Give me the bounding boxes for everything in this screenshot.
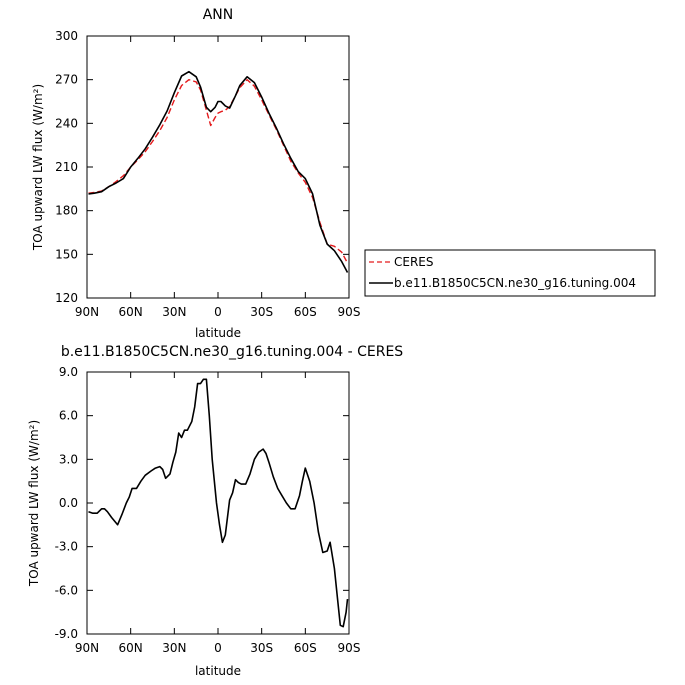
- series-top: [88, 70, 349, 273]
- y-ticks-bottom: -9.0 -6.0 -3.0 0.0 3.0 6.0 9.0: [55, 365, 349, 641]
- series-bottom: [88, 378, 349, 628]
- plot-frame-top: [86, 35, 350, 299]
- x-tick-label: 60S: [294, 641, 317, 655]
- series-line-difference: [88, 378, 349, 628]
- y-tick-label: -3.0: [55, 540, 78, 554]
- x-tick-label: 30S: [250, 641, 273, 655]
- y-tick-label: -9.0: [55, 627, 78, 641]
- x-tick-label: 90S: [338, 641, 361, 655]
- y-tick-label: 3.0: [59, 452, 78, 466]
- x-tick-label: 90N: [75, 305, 99, 319]
- x-tick-label: 90N: [75, 641, 99, 655]
- y-tick-label: 210: [55, 160, 78, 174]
- y-tick-label: 240: [55, 116, 78, 130]
- x-tick-label: 60N: [119, 305, 143, 319]
- x-tick-label: 30N: [162, 641, 186, 655]
- x-tick-label: 0: [214, 641, 222, 655]
- y-tick-label: 270: [55, 73, 78, 87]
- x-tick-label: 0: [214, 305, 222, 319]
- chart-title-top: ANN: [203, 7, 234, 23]
- chart-difference: b.e11.B1850C5CN.ne30_g16.tuning.004 - CE…: [27, 344, 403, 678]
- y-axis-label-top: TOA upward LW flux (W/m²): [31, 84, 45, 251]
- x-ticks-top: 90N 60N 30N 0 30S 60S 90S: [75, 36, 361, 319]
- x-tick-label: 30S: [250, 305, 273, 319]
- y-axis-label-bottom: TOA upward LW flux (W/m²): [27, 420, 41, 587]
- series-line-model: [88, 70, 349, 273]
- x-tick-label: 90S: [338, 305, 361, 319]
- x-axis-label-top: latitude: [195, 326, 241, 340]
- legend: CERES b.e11.B1850C5CN.ne30_g16.tuning.00…: [364, 249, 656, 297]
- chart-zonal-mean: ANN 120 150 180 210 240 270 300 90N 60N 30N 0 30S 6…: [31, 7, 656, 340]
- y-tick-label: 300: [55, 29, 78, 43]
- y-tick-label: 120: [55, 291, 78, 305]
- x-tick-label: 60S: [294, 305, 317, 319]
- legend-label-ceres: CERES: [394, 255, 434, 269]
- y-tick-label: 0.0: [59, 496, 78, 510]
- y-tick-label: -6.0: [55, 583, 78, 597]
- x-axis-label-bottom: latitude: [195, 664, 241, 678]
- y-tick-label: 180: [55, 204, 78, 218]
- y-tick-label: 150: [55, 247, 78, 261]
- y-ticks-top: 120 150 180 210 240 270 300: [55, 29, 349, 305]
- legend-box: [364, 249, 656, 297]
- x-tick-label: 60N: [119, 641, 143, 655]
- y-tick-label: 9.0: [59, 365, 78, 379]
- chart-title-bottom: b.e11.B1850C5CN.ne30_g16.tuning.004 - CE…: [61, 344, 403, 360]
- x-ticks-bottom: 90N 60N 30N 0 30S 60S 90S: [75, 372, 361, 655]
- x-tick-label: 30N: [162, 305, 186, 319]
- y-tick-label: 6.0: [59, 409, 78, 423]
- legend-label-model: b.e11.B1850C5CN.ne30_g16.tuning.004: [394, 276, 636, 290]
